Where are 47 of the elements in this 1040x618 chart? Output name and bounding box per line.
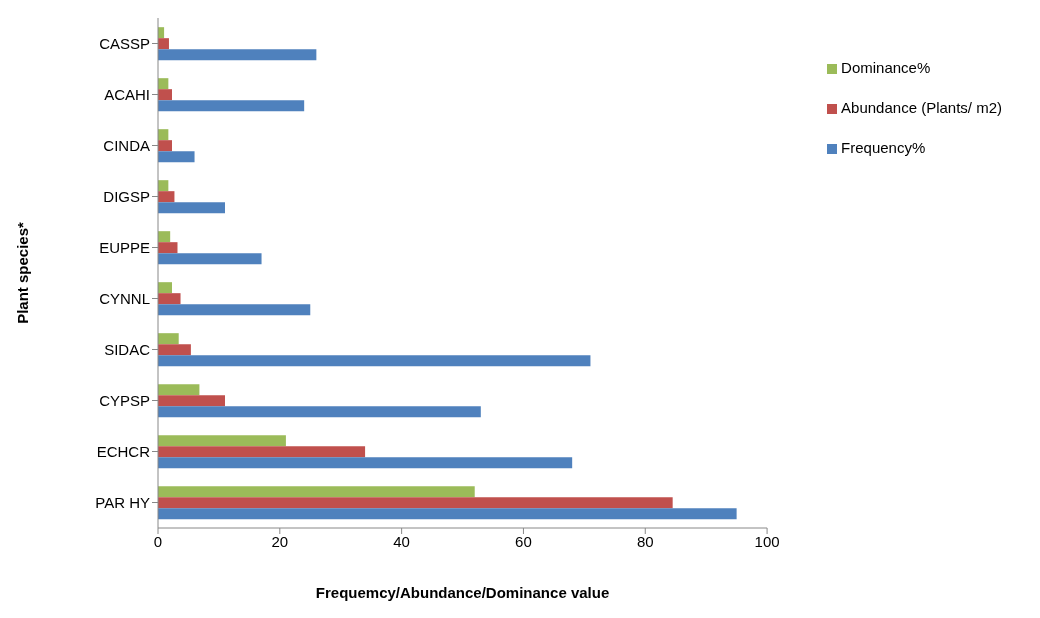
bar [158,344,191,356]
bar [158,508,737,520]
bar [158,395,225,407]
legend-label: Abundance (Plants/ m2) [841,99,1002,116]
bar [158,49,317,61]
y-tick-label: CYNNL [99,289,150,307]
y-tick-label: CASSP [99,34,150,52]
x-tick-label: 100 [754,532,780,550]
y-tick-label: ACAHI [104,85,150,103]
x-tick-label: 60 [515,532,532,550]
bar [158,38,169,50]
x-axis-title: Frequemcy/Abundance/Dominance value [315,584,610,601]
y-tick-label: PAR HY [95,493,150,511]
bar [158,191,175,203]
y-tick-label: CINDA [103,136,150,154]
bar [158,446,366,458]
y-tick-label: CYPSP [99,391,150,409]
bar [158,384,200,396]
legend-label: Dominance% [841,59,931,76]
bar [158,486,475,498]
bar [158,253,262,265]
bar [158,333,179,345]
bar [158,151,195,163]
x-tick-label: 0 [153,532,163,550]
x-tick-label: 40 [393,532,410,550]
bar [158,242,178,254]
bar [158,100,305,112]
bar [158,140,173,152]
bar [158,457,573,469]
x-tick-label: 80 [636,532,654,550]
bar [158,435,286,447]
legend-label: Frequency% [841,139,926,156]
y-tick-label: ECHCR [96,442,151,460]
bar [158,355,591,367]
x-tick-label: 20 [271,532,289,550]
bar [158,231,171,243]
y-tick-label: EUPPE [99,238,150,256]
y-tick-label: SIDAC [104,340,151,358]
bar [158,282,173,294]
bar [158,304,311,316]
bar [158,89,173,101]
bar [158,202,225,214]
y-axis-title: Plant species* [14,221,32,324]
bar [158,497,673,509]
bar [158,406,481,418]
bar [158,293,181,305]
y-tick-label: DIGSP [103,187,150,205]
